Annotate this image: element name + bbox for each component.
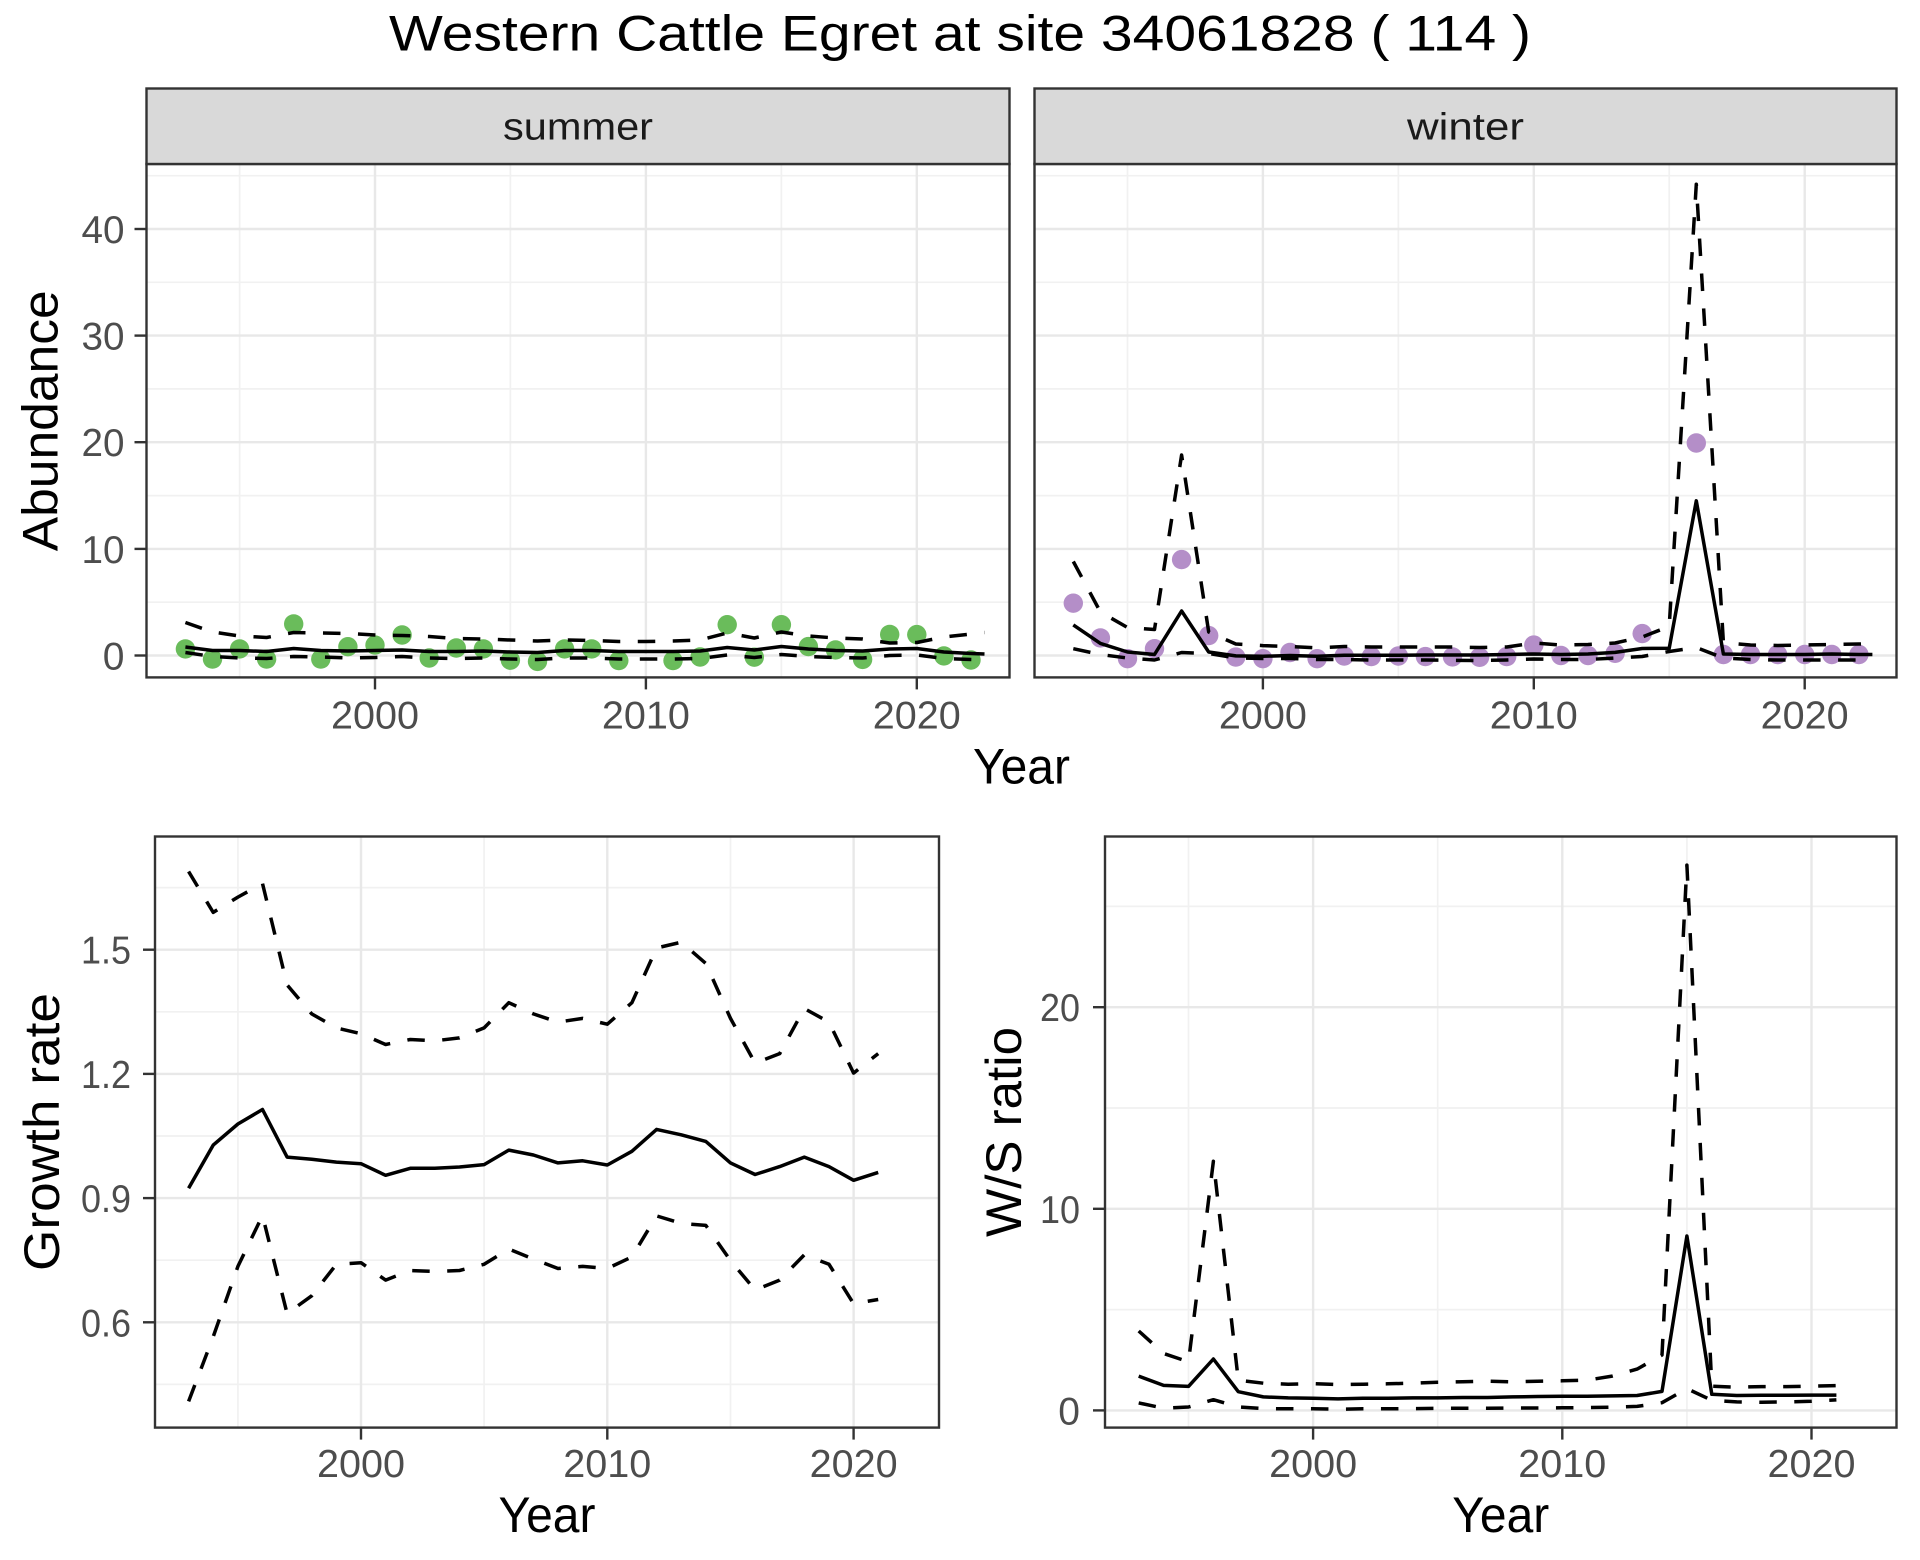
svg-text:30: 30 [82, 316, 125, 359]
svg-text:40: 40 [82, 209, 125, 252]
svg-text:Western Cattle Egret at site 3: Western Cattle Egret at site 34061828 ( … [389, 6, 1531, 62]
svg-text:2010: 2010 [1518, 1443, 1606, 1486]
svg-text:Year: Year [499, 1487, 596, 1543]
svg-text:2010: 2010 [563, 1443, 651, 1486]
svg-text:2020: 2020 [1761, 695, 1849, 738]
svg-text:2000: 2000 [331, 695, 419, 738]
svg-text:2000: 2000 [1219, 695, 1307, 738]
svg-text:Abundance: Abundance [13, 290, 69, 551]
svg-text:2020: 2020 [810, 1443, 898, 1486]
svg-text:Year: Year [1452, 1487, 1549, 1543]
svg-text:winter: winter [1406, 107, 1525, 149]
svg-text:2020: 2020 [873, 695, 961, 738]
svg-text:0.6: 0.6 [81, 1302, 131, 1345]
svg-text:2000: 2000 [1269, 1443, 1357, 1486]
svg-text:20: 20 [82, 422, 125, 465]
svg-text:1.5: 1.5 [81, 930, 131, 973]
svg-text:0: 0 [1058, 1390, 1080, 1433]
svg-text:1.2: 1.2 [81, 1054, 131, 1097]
svg-text:summer: summer [503, 107, 653, 149]
svg-text:2000: 2000 [317, 1443, 405, 1486]
svg-text:Growth rate: Growth rate [14, 993, 70, 1271]
svg-text:10: 10 [1040, 1189, 1080, 1232]
svg-text:10: 10 [82, 529, 125, 572]
svg-text:0.9: 0.9 [81, 1178, 131, 1221]
svg-text:Year: Year [973, 739, 1070, 795]
svg-text:2020: 2020 [1768, 1443, 1856, 1486]
svg-text:W/S ratio: W/S ratio [976, 1027, 1032, 1237]
svg-text:2010: 2010 [602, 695, 690, 738]
svg-text:20: 20 [1040, 987, 1080, 1030]
svg-text:0: 0 [103, 636, 125, 679]
svg-text:2010: 2010 [1490, 695, 1578, 738]
